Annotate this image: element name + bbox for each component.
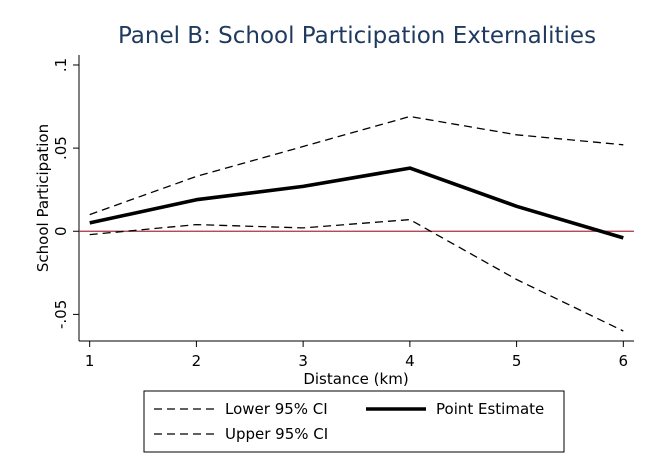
x-tick-label: 1: [85, 352, 95, 370]
legend: Lower 95% CI Point Estimate Upper 95% CI: [143, 390, 565, 453]
y-tick-label: .1: [52, 58, 70, 72]
y-tick-label: -.05: [52, 300, 70, 329]
x-tick-label: 3: [298, 352, 308, 370]
y-tick-label: 0: [52, 226, 70, 236]
plot-area: -.05 0 .05 .1 1 2 3 4 5 6: [52, 55, 634, 370]
y-axis-label: School Participation: [34, 124, 52, 272]
x-tick-label: 5: [512, 352, 522, 370]
x-tick-label: 4: [405, 352, 415, 370]
x-tick-label: 2: [192, 352, 202, 370]
legend-box: [143, 390, 565, 453]
x-tick-label: 6: [619, 352, 629, 370]
legend-label: Lower 95% CI: [225, 400, 328, 418]
series-line-upper-95-ci: [89, 115, 624, 216]
chart-title: Panel B: School Participation Externalit…: [118, 23, 596, 49]
x-axis-label: Distance (km): [303, 370, 408, 388]
series-line-point-estimate: [89, 166, 624, 240]
series-line-lower-95-ci: [89, 218, 624, 332]
y-tick-label: .05: [52, 136, 70, 160]
legend-label: Point Estimate: [436, 400, 544, 418]
legend-label: Upper 95% CI: [225, 425, 328, 443]
